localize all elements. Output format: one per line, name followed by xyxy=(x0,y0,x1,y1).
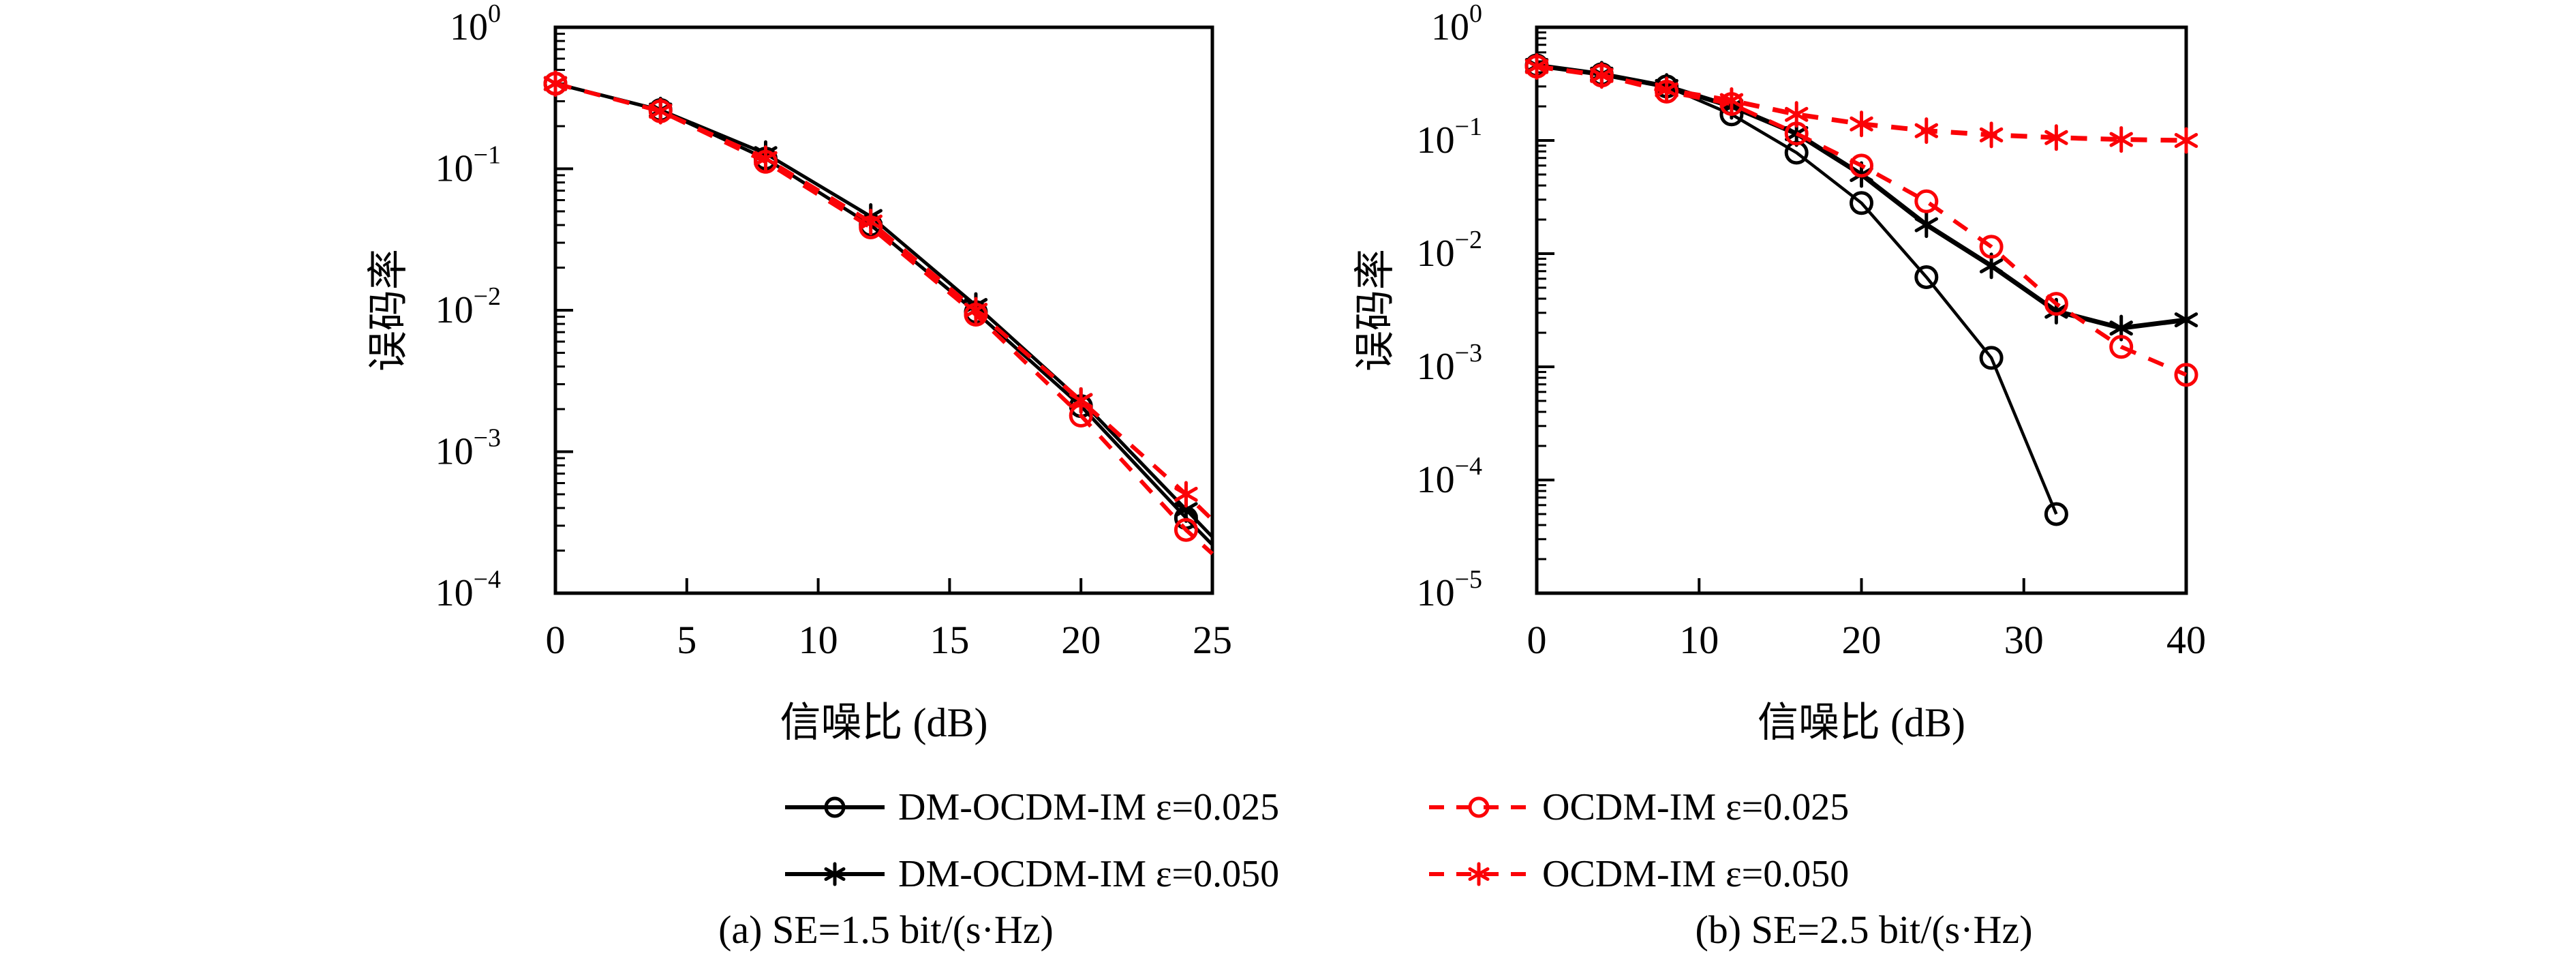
series-marker-circle xyxy=(2044,502,2068,526)
series-marker-asterisk xyxy=(543,70,568,97)
x-tick-label: 20 xyxy=(1842,618,1882,662)
legend-swatch-solid-asterisk xyxy=(785,862,885,886)
y-tick-label: 10−1 xyxy=(1417,112,1482,162)
series-marker-circle xyxy=(1979,235,2004,259)
series-marker-circle xyxy=(824,796,846,818)
series-line xyxy=(1536,63,2187,331)
legend-label: OCDM-IM ε=0.050 xyxy=(1542,853,1850,895)
y-tick-label: 10−5 xyxy=(1417,565,1482,614)
series-marker-circle xyxy=(1174,518,1198,542)
x-tick-label: 0 xyxy=(546,618,566,662)
y-axis: 100 10−1 10−2 10−3 10−4 10−5 xyxy=(1417,0,1554,614)
series-marker-asterisk xyxy=(1590,62,1614,89)
legend-item-ocdm-im-e025: OCDM-IM ε=0.025 xyxy=(1428,785,1849,829)
x-tick-label: 25 xyxy=(1193,618,1232,662)
legend-swatch-graphic xyxy=(1429,796,1529,818)
series-ocdm-im-0.050 xyxy=(543,70,1214,522)
x-tick-label: 15 xyxy=(930,618,969,662)
y-tick-label: 10−2 xyxy=(435,282,501,331)
legend-item-dm-ocdm-im-e050: DM-OCDM-IM ε=0.050 xyxy=(784,852,1279,896)
series-marker-asterisk xyxy=(824,862,846,886)
series-dm-ocdm-im-0.050 xyxy=(543,70,1214,539)
legend-swatch-graphic xyxy=(785,862,885,886)
series-dm-ocdm-im-0.050 xyxy=(1524,52,2198,342)
caption-subplot-b: (b) SE=2.5 bit/(s·Hz) xyxy=(1695,907,2033,952)
y-tick-label: 100 xyxy=(1431,0,1482,48)
series-marker-circle xyxy=(2044,292,2068,316)
plot-a: 0 5 10 15 20 25 100 10−1 10−2 10−3 10−4 信噪比 (dB) 误码率 xyxy=(366,0,1232,745)
series-marker-asterisk xyxy=(1524,53,1549,80)
x-tick-label: 10 xyxy=(799,618,838,662)
series-marker-asterisk xyxy=(649,97,673,125)
series-marker-asterisk xyxy=(964,297,988,324)
series-marker-circle xyxy=(1979,346,2004,370)
series-marker-circle xyxy=(1468,796,1490,818)
legend-item-dm-ocdm-im-e025: DM-OCDM-IM ε=0.025 xyxy=(784,785,1279,829)
x-tick-label: 5 xyxy=(677,618,696,662)
legend-swatch-dashed-asterisk xyxy=(1429,862,1529,886)
series-marker-asterisk xyxy=(1914,117,1939,145)
legend-label: OCDM-IM ε=0.025 xyxy=(1542,786,1850,828)
series-marker-asterisk xyxy=(1174,481,1198,508)
x-axis-label: 信噪比 (dB) xyxy=(780,700,988,745)
series-marker-circle xyxy=(1914,189,1939,213)
series-marker-asterisk xyxy=(1719,87,1744,115)
series-marker-asterisk xyxy=(2174,127,2198,154)
series-marker-circle xyxy=(1914,265,1939,289)
y-tick-label: 10−4 xyxy=(435,565,501,614)
x-tick-label: 10 xyxy=(1679,618,1719,662)
legend-label: DM-OCDM-IM ε=0.025 xyxy=(898,786,1280,828)
y-tick-label: 10−2 xyxy=(1417,226,1482,275)
x-tick-label: 0 xyxy=(1527,618,1547,662)
x-axis-label: 信噪比 (dB) xyxy=(1758,700,1965,745)
series-marker-asterisk xyxy=(1069,387,1093,414)
y-tick-label: 10−1 xyxy=(435,141,501,190)
series-ocdm-im-0.025 xyxy=(543,72,1214,556)
y-tick-label: 10−3 xyxy=(435,424,501,473)
series-marker-asterisk xyxy=(2044,124,2068,151)
caption-subplot-a: (a) SE=1.5 bit/(s·Hz) xyxy=(718,907,1054,952)
series-marker-asterisk xyxy=(1979,121,2004,149)
series-marker-asterisk xyxy=(1850,110,1873,138)
y-tick-label: 10−4 xyxy=(1417,452,1482,501)
series-marker-asterisk xyxy=(1655,76,1678,104)
series-marker-circle xyxy=(1850,191,1873,215)
legend-swatch-graphic xyxy=(1429,862,1529,886)
y-axis-label: 误码率 xyxy=(1353,249,1398,372)
series-marker-asterisk xyxy=(1468,862,1490,886)
y-tick-label: 10−3 xyxy=(1417,339,1482,388)
x-axis: 0 5 10 15 20 25 xyxy=(546,578,1232,662)
series-marker-circle xyxy=(2109,335,2134,359)
legend-swatch-graphic xyxy=(785,796,885,818)
series-marker-asterisk xyxy=(1914,211,1939,239)
series-marker-asterisk xyxy=(2109,126,2133,153)
legend-swatch-solid-circle xyxy=(785,796,885,818)
x-tick-label: 30 xyxy=(2004,618,2044,662)
series-marker-asterisk xyxy=(2174,306,2198,333)
series-marker-asterisk xyxy=(754,145,778,172)
x-axis: 0 10 20 30 40 xyxy=(1527,578,2206,662)
legend-swatch-dashed-circle xyxy=(1429,796,1529,818)
series-line xyxy=(555,81,1214,522)
series-line xyxy=(555,82,1214,539)
series-marker-circle xyxy=(1850,153,1873,178)
series-ocdm-im-0.050 xyxy=(1524,53,2198,154)
series-ocdm-im-0.025 xyxy=(1524,55,2198,387)
series-line xyxy=(555,81,1214,556)
series-marker-asterisk xyxy=(859,209,883,236)
plot-b: 0 10 20 30 40 100 10−1 10−2 10−3 10−4 10−5 信噪比 (dB)… xyxy=(1353,0,2206,745)
legend-label: DM-OCDM-IM ε=0.050 xyxy=(898,853,1280,895)
series-marker-asterisk xyxy=(1784,101,1809,128)
series-line xyxy=(555,82,1214,546)
series-line xyxy=(1536,64,2188,377)
legend-item-ocdm-im-e050: OCDM-IM ε=0.050 xyxy=(1428,852,1849,896)
x-tick-label: 20 xyxy=(1061,618,1101,662)
x-tick-label: 40 xyxy=(2166,618,2206,662)
y-axis-label: 误码率 xyxy=(366,249,411,372)
y-tick-label: 100 xyxy=(450,0,501,48)
series-marker-circle xyxy=(2174,363,2198,387)
series-dm-ocdm-im-0.025 xyxy=(543,72,1214,546)
